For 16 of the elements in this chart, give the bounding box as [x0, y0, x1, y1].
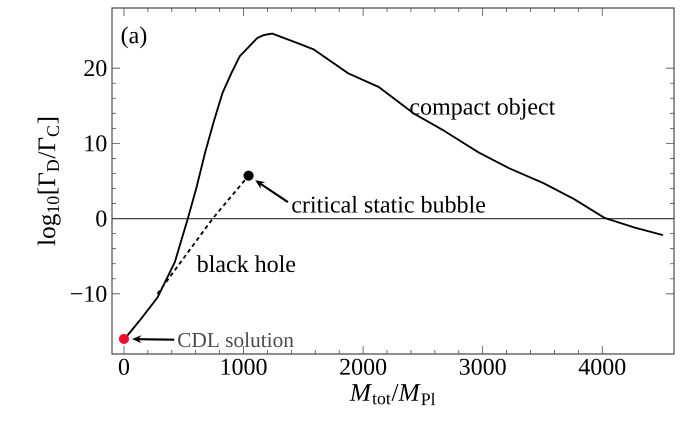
x-tick-label: 0 — [118, 358, 130, 375]
y-tick-label: 10 — [85, 135, 106, 152]
annotation: critical static bubble — [292, 196, 486, 213]
annotation: (a) — [122, 26, 146, 48]
y-tick-label: 0 — [96, 210, 106, 227]
x-axis-title: M$_{tot}$/M$_{Pl}$ — [350, 384, 436, 406]
x-tick-label: 4000 — [578, 358, 626, 375]
annotation: black hole — [196, 255, 296, 272]
x-tick-label: 1000 — [222, 358, 267, 375]
annotation: CDL solution — [178, 332, 294, 348]
y-tick-label: −10 — [70, 286, 106, 302]
x-tick-label: 3000 — [460, 358, 506, 375]
y-tick-label: 20 — [84, 60, 106, 76]
x-tick-label: 2000 — [340, 358, 386, 375]
y-axis-title: log$_{10}$[Γ$_{D}$/Γ$_{C}$] — [38, 118, 61, 246]
annotation: compact object — [410, 98, 556, 120]
